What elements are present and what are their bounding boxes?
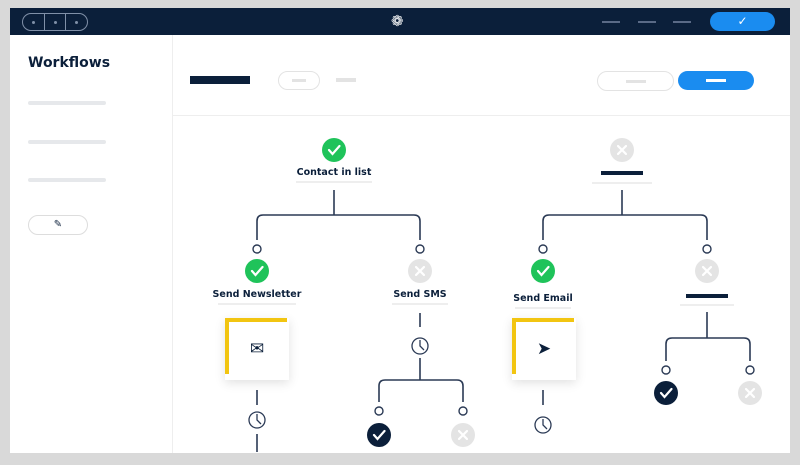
inactive-x-icon[interactable] <box>451 423 475 447</box>
highlight-corner <box>225 318 287 374</box>
branch-point <box>252 244 262 254</box>
secondary-button[interactable] <box>597 71 674 91</box>
branch-point <box>702 244 712 254</box>
clock-icon <box>534 416 552 434</box>
branch-point <box>538 244 548 254</box>
menu-item-2[interactable] <box>638 21 656 23</box>
node-label-contact-in-list[interactable]: Contact in list <box>296 167 372 178</box>
connector <box>665 312 751 361</box>
spiral-logo-icon: ❁ <box>391 12 404 30</box>
branch-point <box>374 406 384 416</box>
sidebar-item-2[interactable] <box>28 140 106 144</box>
node-title-placeholder <box>601 171 643 175</box>
menu-item-3[interactable] <box>673 21 691 23</box>
branch-point <box>745 365 755 375</box>
sidebar: Workflows ✎ <box>10 35 173 453</box>
bottom-frame <box>0 453 800 465</box>
connector <box>378 313 464 402</box>
page-title-placeholder <box>190 76 250 84</box>
sidebar-item-3[interactable] <box>28 178 106 182</box>
primary-button[interactable] <box>678 71 754 90</box>
clock-icon <box>411 337 429 355</box>
clock-icon <box>248 411 266 429</box>
connector <box>256 190 421 240</box>
check-icon: ✓ <box>737 14 748 28</box>
check-icon[interactable] <box>367 423 391 447</box>
inactive-x-icon[interactable] <box>610 138 634 162</box>
action-card-email[interactable]: ➤ <box>512 318 576 380</box>
content-header <box>173 35 790 116</box>
envelope-icon: ✉ <box>249 339 265 359</box>
branch-point <box>415 244 425 254</box>
top-bar: ❁ ✓ <box>10 8 790 35</box>
action-card-newsletter[interactable]: ✉ <box>225 318 289 380</box>
inactive-x-icon[interactable] <box>695 259 719 283</box>
check-icon[interactable] <box>531 259 555 283</box>
sidebar-item-1[interactable] <box>28 101 106 105</box>
paper-plane-icon: ➤ <box>536 339 552 359</box>
window-controls[interactable] <box>22 13 88 31</box>
inactive-x-icon[interactable] <box>408 259 432 283</box>
branch-point <box>458 406 468 416</box>
connector <box>542 190 708 240</box>
edit-button[interactable]: ✎ <box>28 215 88 235</box>
check-icon[interactable] <box>322 138 346 162</box>
inactive-x-icon[interactable] <box>738 381 762 405</box>
menu-item-1[interactable] <box>602 21 620 23</box>
filter-pill[interactable] <box>278 71 320 90</box>
confirm-button[interactable]: ✓ <box>710 12 775 31</box>
header-link[interactable] <box>336 78 356 82</box>
node-title-placeholder <box>686 294 728 298</box>
pencil-icon: ✎ <box>53 219 63 230</box>
check-icon[interactable] <box>245 259 269 283</box>
node-label-send-newsletter[interactable]: Send Newsletter <box>212 289 302 300</box>
node-label-send-sms[interactable]: Send SMS <box>393 289 447 300</box>
highlight-corner <box>512 318 574 374</box>
node-label-send-email[interactable]: Send Email <box>513 293 573 304</box>
branch-point <box>661 365 671 375</box>
app-window: ❁ ✓ Workflows ✎ <box>10 8 790 453</box>
sidebar-title: Workflows <box>28 55 111 71</box>
check-icon[interactable] <box>654 381 678 405</box>
